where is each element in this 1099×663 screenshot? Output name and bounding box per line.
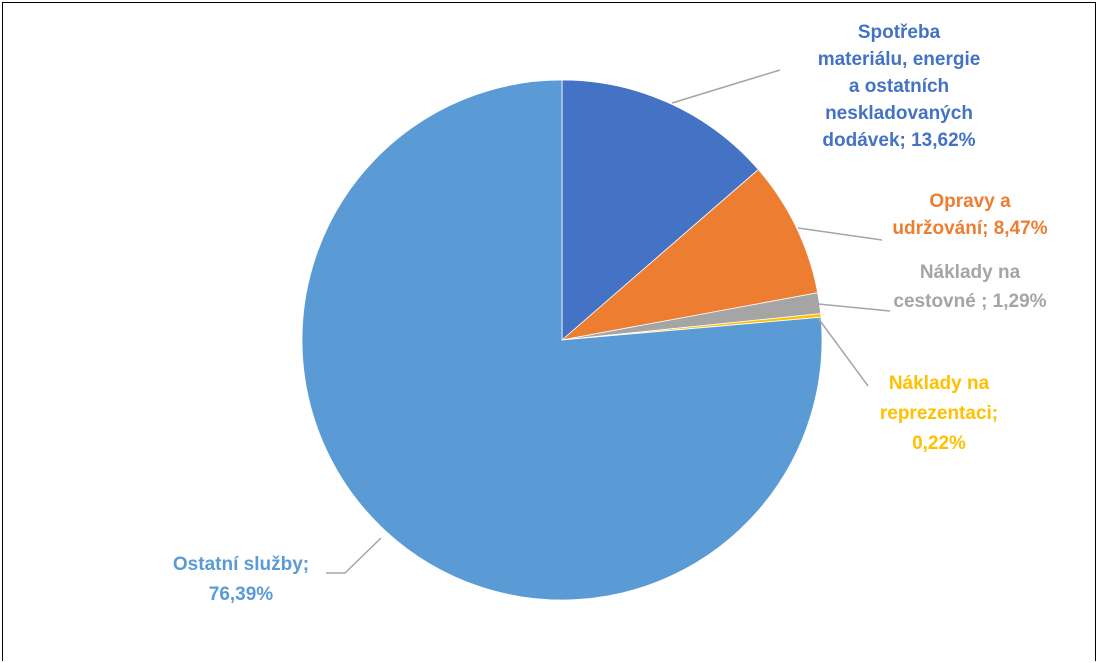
slice-label-line: materiálu, energie	[818, 49, 981, 70]
slice-labels: Spotřeba materiálu, energie a ostatních nes…	[173, 22, 1048, 605]
slice-label-line: neskladovaných	[825, 103, 973, 124]
slice-label-line: Opravy a	[929, 191, 1011, 212]
pie-slices	[301, 79, 823, 601]
slice-label-line: Spotřeba	[858, 22, 941, 43]
slice-label-line: Ostatní služby;	[173, 554, 309, 575]
leader-line-2	[797, 227, 883, 241]
slice-label-1: Spotřeba materiálu, energie a ostatních nes…	[818, 22, 981, 151]
slice-label-2: Opravy a udržování; 8,47%	[892, 191, 1047, 239]
leader-lines	[326, 69, 891, 574]
slice-label-4: Náklady na reprezentaci; 0,22%	[880, 373, 998, 454]
pie-slice-1	[561, 79, 759, 341]
slice-label-line: dodávek; 13,62%	[822, 130, 975, 151]
pie-slice-5	[301, 79, 823, 601]
slice-label-3: Náklady na cestovné ; 1,29%	[893, 262, 1046, 312]
slice-label-line: Náklady na	[889, 373, 990, 394]
slice-label-line: 0,22%	[912, 433, 966, 454]
slice-label-line: cestovné ; 1,29%	[893, 291, 1046, 312]
slice-label-line: 76,39%	[209, 584, 274, 605]
leader-line-5	[326, 537, 382, 574]
leader-line-3	[817, 303, 891, 312]
slice-label-5: Ostatní služby; 76,39%	[173, 554, 309, 605]
leader-line-4	[817, 317, 869, 387]
slice-label-line: a ostatních	[849, 76, 949, 97]
slice-label-line: udržování; 8,47%	[892, 218, 1047, 239]
leader-line-1	[671, 69, 781, 104]
slice-label-line: Náklady na	[920, 262, 1021, 283]
pie-slice-2	[560, 168, 819, 341]
slice-label-line: reprezentaci;	[880, 403, 998, 424]
